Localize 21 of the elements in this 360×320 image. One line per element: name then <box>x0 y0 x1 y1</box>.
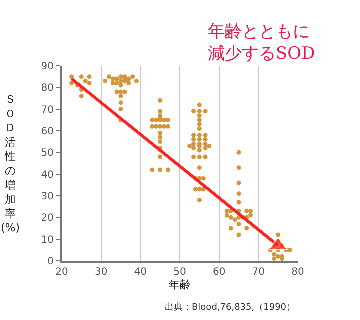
y-tick-label: 40 <box>41 170 54 181</box>
x-tick-label: 80 <box>292 267 304 278</box>
x-tick-label: 70 <box>252 267 266 278</box>
y-tick-label: 10 <box>41 234 54 246</box>
x-axis-title: 年齢 <box>169 278 191 292</box>
source-note: 出典：Blood,76,835,（1990） <box>165 302 296 313</box>
y-tick-label: 20 <box>41 213 54 224</box>
y-tick-label: 0 <box>48 256 54 268</box>
text: ＳＯＤ活性の増加率(%) <box>1 93 20 235</box>
y-tick-label: 60 <box>41 126 54 138</box>
x-tick-label: 50 <box>174 267 186 278</box>
y-tick-label: 70 <box>41 104 54 116</box>
x-tick-label: 60 <box>212 267 226 278</box>
y-tick-label: 30 <box>41 192 54 202</box>
x-tick-label: 30 <box>94 267 108 278</box>
x-tick-label: 40 <box>134 267 148 278</box>
y-tick-label: 90 <box>41 62 54 72</box>
x-tick-label: 20 <box>56 267 68 278</box>
y-tick-label: 50 <box>41 148 54 160</box>
chart-title: 年齢とともに減少するSOD <box>208 22 316 64</box>
y-tick-label: 80 <box>41 83 54 94</box>
